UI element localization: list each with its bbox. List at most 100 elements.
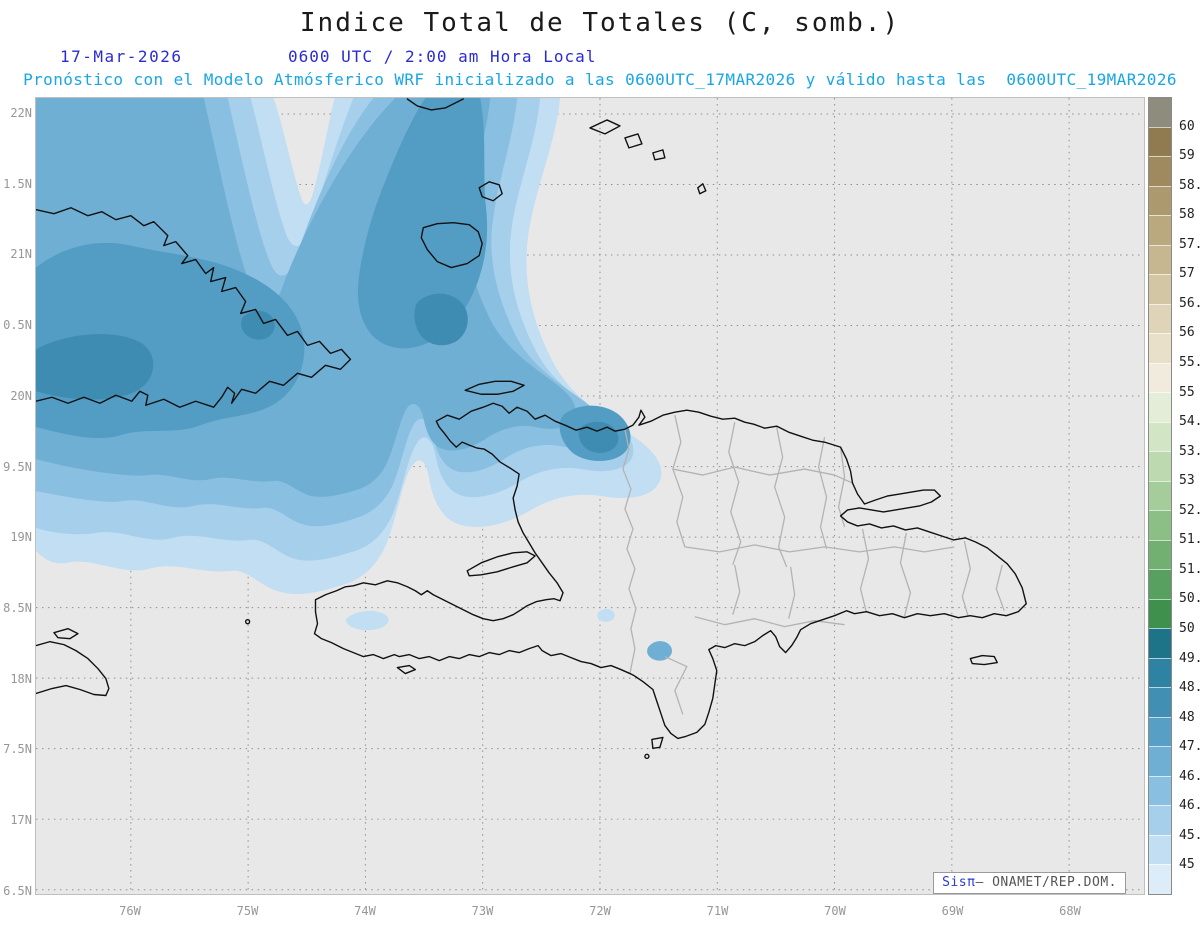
colorbar-label: 52.4 — [1179, 502, 1200, 518]
lat-label: 20N — [10, 388, 32, 403]
lon-label: 74W — [354, 904, 376, 918]
watermark-text: – ONAMET/REP.DOM. — [975, 875, 1117, 890]
lat-label: 9.5N — [3, 459, 32, 474]
lon-label: 69W — [941, 904, 964, 918]
colorbar-label: 58 — [1179, 207, 1195, 223]
colorbar-block — [1149, 274, 1171, 304]
coastlines — [36, 98, 1027, 760]
saona-island — [969, 654, 998, 666]
model-run-info: Pronóstico con el Modelo Atmósferico WRF… — [23, 70, 1177, 89]
colorbar-label: 56.5 — [1179, 295, 1200, 311]
lat-label: 6.5N — [3, 883, 32, 898]
colorbar-label: 60 — [1179, 118, 1195, 134]
colorbar-label: 55.5 — [1179, 355, 1200, 370]
lon-label: 71W — [706, 904, 729, 918]
lon-label: 76W — [119, 904, 141, 918]
little-inagua-island — [478, 181, 503, 202]
colorbar-block — [1149, 834, 1171, 865]
lon-label: 70W — [824, 904, 846, 918]
contour-core-cuba-west — [36, 333, 154, 400]
lon-label: 72W — [589, 904, 611, 918]
colorbar-label: 50.6 — [1179, 591, 1200, 607]
lat-label: 21N — [10, 247, 32, 262]
watermark: Sisπ– ONAMET/REP.DOM. — [933, 872, 1126, 894]
lat-label: 22N — [10, 106, 32, 120]
lon-label: 73W — [471, 904, 494, 918]
colorbar-label: 46.8 — [1179, 768, 1200, 784]
colorbar-label: 53 — [1179, 473, 1195, 489]
contour-core-atlantic — [414, 293, 468, 346]
colorbar-label: 51.8 — [1179, 532, 1200, 548]
contour-core-cuba-east — [241, 310, 275, 340]
lat-label: 19N — [10, 530, 32, 545]
colorbar-block — [1149, 657, 1171, 688]
colorbar-block — [1149, 421, 1171, 452]
cuba-coastline — [36, 207, 352, 408]
caicos-islands — [589, 119, 707, 195]
lon-label: 68W — [1059, 904, 1081, 918]
colorbar-block — [1149, 362, 1171, 393]
colorbar-block — [1149, 392, 1171, 422]
navassa-island — [244, 618, 251, 625]
jamaica-coastline — [36, 640, 110, 697]
haiti-dr-border — [622, 429, 637, 674]
colorbar-label: 46.2 — [1179, 798, 1200, 814]
mayaguana-island — [406, 98, 464, 111]
colorbar-label: 47.4 — [1179, 739, 1200, 755]
colorbar-label: 48 — [1179, 709, 1195, 725]
map-plot-area: Sisπ– ONAMET/REP.DOM. — [35, 97, 1145, 895]
colorbar-block — [1149, 864, 1171, 894]
colorbar-block — [1149, 156, 1171, 186]
colorbar-block — [1149, 716, 1171, 747]
contour-speck-enriquillo — [647, 641, 672, 661]
colorbar-block — [1149, 98, 1171, 127]
colorbar-block — [1149, 775, 1171, 806]
colorbar-label: 57.5 — [1179, 236, 1200, 252]
province-borders — [622, 415, 1005, 715]
dr-province-lines — [664, 415, 1005, 715]
colorbar-block — [1149, 215, 1171, 245]
contour-core-cap-haitien — [578, 421, 619, 453]
colorbar-block — [1149, 687, 1171, 717]
lon-label: 75W — [236, 904, 259, 918]
colorbar-block — [1149, 303, 1171, 334]
lat-label: 8.5N — [3, 600, 32, 615]
colorbar-block — [1149, 628, 1171, 658]
colorbar-label: 53.6 — [1179, 443, 1200, 459]
colorbar-label: 54.2 — [1179, 414, 1200, 430]
colorbar-label: 59 — [1179, 148, 1195, 164]
contour-speck-etang — [597, 608, 615, 622]
colorbar-block — [1149, 569, 1171, 599]
lat-label: 17N — [10, 813, 32, 827]
colorbar-block — [1149, 126, 1171, 157]
colorbar-block — [1149, 598, 1171, 629]
jamaica-north-islet — [53, 627, 79, 640]
colorbar — [1148, 97, 1172, 895]
colorbar-label: 56 — [1179, 325, 1195, 341]
hispaniola-coastline — [313, 402, 1027, 740]
colorbar-label: 45.6 — [1179, 827, 1200, 843]
colorbar-block — [1149, 480, 1171, 511]
lat-label: 0.5N — [3, 318, 32, 333]
colorbar-label: 57 — [1179, 266, 1195, 282]
map-canvas — [36, 98, 1144, 894]
lat-label: 18N — [10, 671, 32, 686]
colorbar-label: 55 — [1179, 384, 1195, 400]
ile-a-vache-island — [396, 664, 417, 675]
watermark-brand: Sisπ — [942, 875, 976, 890]
colorbar-block — [1149, 805, 1171, 835]
beata-island — [651, 736, 664, 750]
lat-label: 1.5N — [3, 176, 32, 191]
colorbar-label: 51.2 — [1179, 561, 1200, 577]
contour-shading — [36, 98, 672, 661]
colorbar-label: 50 — [1179, 621, 1195, 636]
colorbar-block — [1149, 333, 1171, 363]
colorbar-block — [1149, 539, 1171, 570]
forecast-time: 0600 UTC / 2:00 am Hora Local — [288, 47, 597, 66]
gonave-island — [466, 551, 536, 577]
colorbar-label: 48.6 — [1179, 680, 1200, 696]
colorbar-block — [1149, 244, 1171, 275]
page-title: Indice Total de Totales (C, somb.) — [299, 8, 901, 38]
contour-band-5-atlantic — [357, 98, 488, 349]
